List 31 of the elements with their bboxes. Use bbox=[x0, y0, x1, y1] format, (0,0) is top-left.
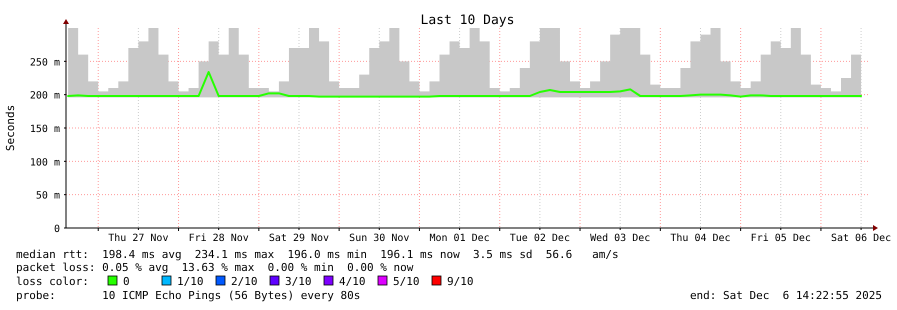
text: probe: 10 ICMP Echo Pings (56 Bytes) every 80s bbox=[16, 289, 360, 302]
legend-label: 5/10 bbox=[393, 275, 420, 288]
y-tick-label: 250 m bbox=[30, 57, 60, 68]
y-tick-label: 0 bbox=[54, 224, 60, 235]
y-tick-label: 150 m bbox=[30, 124, 60, 135]
legend-label: 1/10 bbox=[177, 275, 204, 288]
line-series bbox=[67, 71, 862, 98]
legend-label: 9/10 bbox=[447, 275, 474, 288]
y-tick-label: 50 m bbox=[36, 190, 60, 202]
legend-label: 2/10 bbox=[231, 275, 258, 288]
chart-title: Last 10 Days bbox=[420, 13, 514, 28]
text: packet loss: 0.05 % avg 13.63 % max 0.00 % min 0.00 % now bbox=[16, 261, 414, 274]
legend-label: 3/10 bbox=[285, 275, 312, 288]
x-tick-label: Wed 03 Dec bbox=[590, 233, 650, 244]
x-tick-label: Sat 29 Nov bbox=[268, 233, 330, 244]
x-tick-label: Fri 28 Nov bbox=[188, 233, 249, 244]
y-tick-label: 100 m bbox=[30, 157, 60, 168]
x-tick-label: Tue 02 Dec bbox=[510, 233, 570, 244]
x-tick-label: Thu 04 Dec bbox=[670, 233, 731, 244]
text: median rtt: 198.4 ms avg 234.1 ms max 196.0 ms min 196.1 ms now 3.5 ms sd 56.6 am/s bbox=[16, 248, 619, 261]
x-tick-label: Thu 27 Nov bbox=[108, 233, 168, 244]
legend-label: 4/10 bbox=[339, 275, 366, 288]
x-tick-label: Sat 06 Dec bbox=[830, 233, 892, 244]
x-tick-label: Mon 01 Dec bbox=[429, 233, 490, 244]
text: end: Sat Dec 6 14:22:55 2025 bbox=[690, 289, 882, 302]
y-tick-label: 200 m bbox=[30, 90, 60, 102]
legend-label: 0 bbox=[123, 275, 130, 288]
x-tick-label: Fri 05 Dec bbox=[750, 233, 811, 244]
legend-title: loss color: bbox=[16, 275, 89, 288]
y-axis-title: Seconds bbox=[4, 104, 17, 152]
x-tick-label: Sun 30 Nov bbox=[349, 233, 410, 244]
